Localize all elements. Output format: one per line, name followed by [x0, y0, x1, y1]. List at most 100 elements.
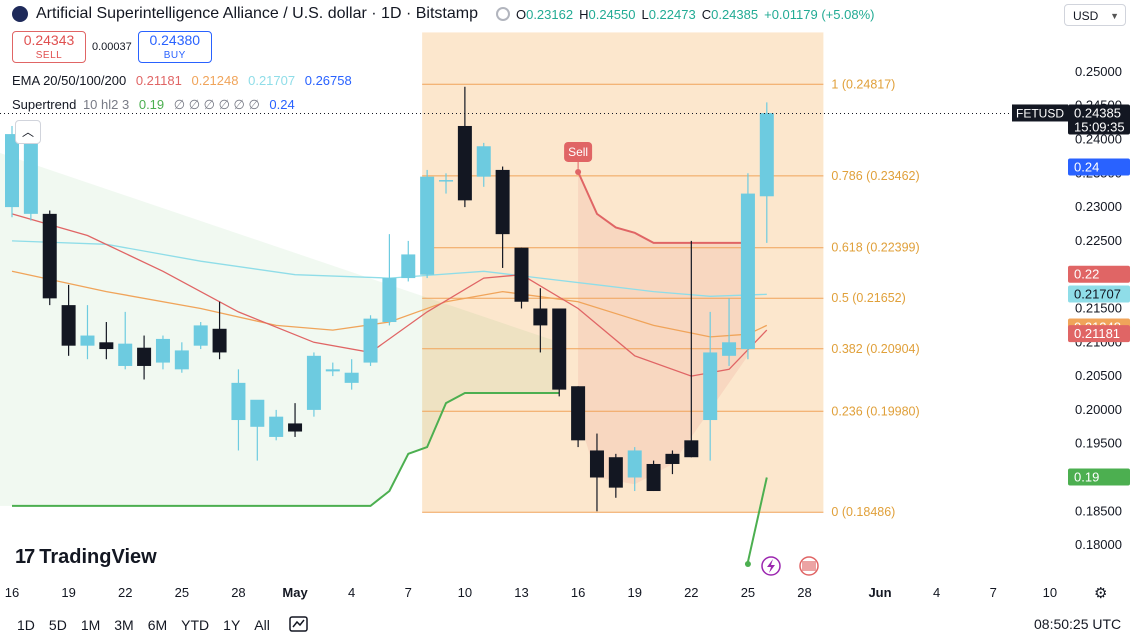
candle-body[interactable] — [401, 254, 416, 279]
trade-panel: 0.24343 SELL 0.00037 0.24380 BUY — [12, 31, 212, 63]
candle-body[interactable] — [231, 382, 246, 421]
collapse-legend-button[interactable]: ︿ — [15, 120, 41, 144]
candle-body[interactable] — [722, 342, 737, 356]
candle-body[interactable] — [137, 347, 152, 366]
x-tick-label: 25 — [741, 585, 755, 600]
candle-body[interactable] — [665, 453, 680, 464]
y-tick-label: 0.24000 — [1075, 132, 1122, 147]
ema50-value: 0.21248 — [191, 73, 239, 88]
x-tick-label: 25 — [175, 585, 189, 600]
supertrend-legend[interactable]: Supertrend 10 hl2 3 0.19 ∅ ∅ ∅ ∅ ∅ ∅ 0.2… — [12, 97, 295, 112]
candle-body[interactable] — [99, 342, 114, 350]
candle-body[interactable] — [325, 369, 340, 372]
open-value: 0.23162 — [526, 6, 574, 22]
sell-signal-badge[interactable] — [564, 141, 593, 162]
timeframe-ytd[interactable]: YTD — [181, 617, 210, 633]
visibility-toggle-icon[interactable] — [495, 7, 510, 21]
timeframe-1d[interactable]: 1D — [17, 617, 35, 633]
candle-body[interactable] — [571, 386, 586, 441]
y-tick-label: 0.22500 — [1075, 233, 1122, 248]
price-tag — [1068, 265, 1130, 283]
low-value: 0.22473 — [648, 6, 696, 22]
candle-body[interactable] — [646, 463, 661, 492]
candle-body[interactable] — [420, 176, 435, 275]
candle-body[interactable] — [193, 325, 208, 346]
candle-body[interactable] — [288, 423, 303, 432]
ema100-value: 0.21707 — [248, 73, 296, 88]
candle-body[interactable] — [457, 125, 472, 201]
candle-body[interactable] — [608, 457, 623, 488]
y-tick-label: 0.23000 — [1075, 199, 1122, 214]
y-tick-label: 0.20000 — [1075, 402, 1122, 417]
change-value: +0.01179 (+5.08%) — [764, 6, 875, 22]
y-tick-label: 0.25000 — [1075, 64, 1122, 79]
candle-body[interactable] — [684, 440, 699, 458]
timeframe-1m[interactable]: 1M — [80, 617, 101, 633]
price-tag — [1068, 325, 1130, 343]
candle-body[interactable] — [703, 352, 718, 421]
x-tick-label: 28 — [231, 585, 245, 600]
candle-body[interactable] — [118, 343, 133, 366]
ema200-value: 0.26758 — [304, 73, 352, 88]
candle-body[interactable] — [42, 213, 57, 299]
supertrend-start-dot — [744, 561, 751, 567]
timeframe-all[interactable]: All — [254, 617, 270, 633]
candle-body[interactable] — [476, 146, 491, 177]
x-tick-label: 10 — [1043, 585, 1057, 600]
candle-body[interactable] — [589, 450, 604, 478]
timeframe-3m[interactable]: 3M — [114, 617, 134, 633]
buy-button[interactable]: 0.24380 BUY — [137, 31, 212, 63]
candle-body[interactable] — [363, 318, 378, 363]
timeframe-bar: 1D 5D 1M 3M 6M YTD 1Y All — [10, 614, 277, 636]
timeframe-5d[interactable]: 5D — [48, 617, 67, 633]
candle-body[interactable] — [155, 338, 170, 363]
ema20-line — [11, 213, 768, 377]
ema-legend[interactable]: EMA 20/50/100/200 0.21181 0.21248 0.2170… — [12, 73, 352, 88]
ema20-value: 0.21181 — [135, 73, 182, 88]
utc-clock[interactable]: 08:50:25 UTC — [1034, 616, 1122, 632]
candle-body[interactable] — [23, 136, 38, 214]
candle-body[interactable] — [552, 308, 567, 390]
x-tick-label: 28 — [797, 585, 811, 600]
x-tick-label: 10 — [458, 585, 472, 600]
x-tick-label: 4 — [348, 585, 355, 600]
candle-body[interactable] — [759, 113, 774, 197]
x-tick-label: 13 — [514, 585, 528, 600]
ohlc-readout: O0.23162 H0.24550 L0.22473 C0.24385 +0.0… — [495, 6, 875, 22]
ema100-line — [11, 240, 767, 297]
candle-body[interactable] — [439, 180, 454, 182]
timeframe-6m[interactable]: 6M — [147, 617, 168, 633]
price-tag-label: 0.21181 — [1074, 326, 1120, 341]
candle-body[interactable] — [80, 335, 95, 346]
candle-body[interactable] — [382, 278, 397, 323]
candle-body[interactable] — [740, 193, 755, 350]
candle-body[interactable] — [514, 247, 529, 302]
replay-icon[interactable] — [288, 614, 310, 634]
timeframe-1y[interactable]: 1Y — [223, 617, 241, 633]
countdown-label: 15:09:35 — [1074, 119, 1125, 134]
candle-body[interactable] — [174, 350, 189, 370]
supertrend-new-line — [746, 477, 768, 563]
fib-label-0.382: 0.382 (0.20904) — [831, 342, 919, 356]
gear-icon[interactable]: ⚙ — [1094, 585, 1108, 602]
currency-select[interactable]: USD ▼ — [1064, 4, 1126, 26]
supertrend-up-fill — [0, 153, 560, 506]
candle-body[interactable] — [61, 305, 76, 346]
sell-button[interactable]: 0.24343 SELL — [12, 31, 86, 63]
candle-body[interactable] — [627, 450, 642, 478]
candle-body[interactable] — [212, 328, 227, 353]
symbol-title[interactable]: Artificial Superintelligence Alliance / … — [36, 5, 478, 22]
chevron-up-icon: ︿ — [21, 125, 34, 139]
y-tick-label: 0.19500 — [1075, 436, 1122, 451]
candle-body[interactable] — [250, 399, 265, 427]
candle-body[interactable] — [495, 169, 510, 235]
candle-body[interactable] — [533, 308, 548, 326]
candle-body[interactable] — [344, 372, 359, 383]
candle-body[interactable] — [269, 416, 284, 437]
fib-label-0.786: 0.786 (0.23462) — [831, 169, 919, 183]
y-tick-label: 0.18500 — [1075, 503, 1122, 518]
candle-body[interactable] — [306, 355, 321, 410]
fib-label-1: 1 (0.24817) — [831, 77, 895, 91]
candle-body[interactable] — [5, 134, 19, 208]
